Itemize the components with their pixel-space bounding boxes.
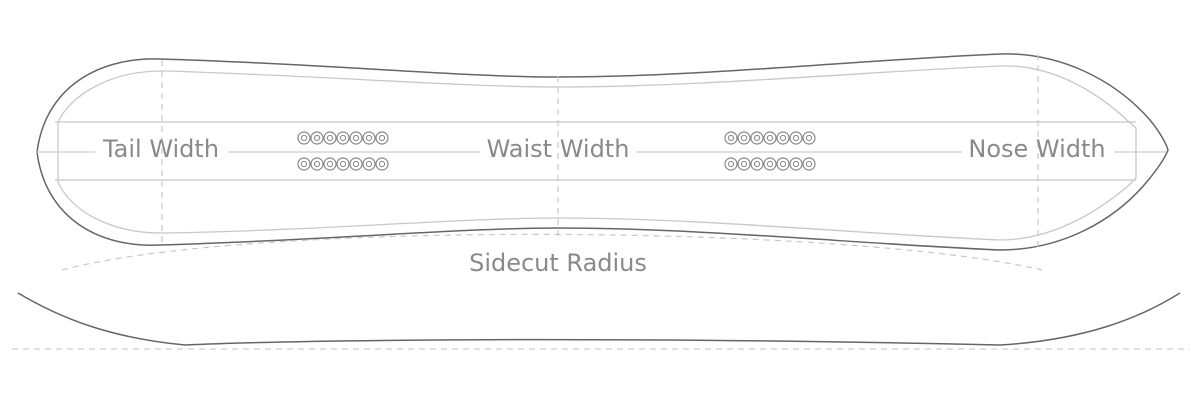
insert-hole-inner: [326, 160, 334, 168]
insert-hole: [737, 131, 751, 145]
insert-hole: [349, 157, 363, 171]
insert-hole-inner: [326, 134, 334, 142]
insert-hole-inner: [779, 134, 787, 142]
board-outline-top-view: [36, 53, 1169, 251]
insert-hole-inner: [792, 134, 800, 142]
insert-hole-inner: [378, 160, 386, 168]
insert-hole-inner: [300, 160, 308, 168]
insert-hole: [776, 157, 790, 171]
insert-hole: [763, 157, 777, 171]
insert-hole: [789, 157, 803, 171]
insert-hole-inner: [792, 160, 800, 168]
insert-hole: [297, 157, 311, 171]
insert-hole: [802, 157, 816, 171]
waist-width-label: Waist Width: [487, 135, 630, 163]
insert-hole-inner: [300, 134, 308, 142]
insert-hole: [776, 131, 790, 145]
insert-hole: [789, 131, 803, 145]
insert-hole: [750, 157, 764, 171]
insert-hole-inner: [727, 134, 735, 142]
insert-hole-inner: [753, 160, 761, 168]
binding-inserts: [297, 131, 816, 171]
insert-hole-inner: [365, 160, 373, 168]
insert-hole-inner: [378, 134, 386, 142]
insert-hole: [737, 157, 751, 171]
insert-hole: [336, 157, 350, 171]
insert-hole: [375, 157, 389, 171]
insert-hole-inner: [352, 160, 360, 168]
insert-hole: [724, 157, 738, 171]
insert-hole-inner: [352, 134, 360, 142]
insert-hole: [724, 131, 738, 145]
board-side-profile: [17, 292, 1181, 346]
nose-width-label: Nose Width: [968, 135, 1105, 163]
board-inner-edge: [57, 65, 1137, 241]
insert-hole-inner: [740, 160, 748, 168]
insert-hole-inner: [727, 160, 735, 168]
insert-hole: [297, 131, 311, 145]
insert-hole: [336, 131, 350, 145]
insert-hole-inner: [805, 134, 813, 142]
insert-hole: [763, 131, 777, 145]
insert-hole: [323, 131, 337, 145]
insert-hole-inner: [779, 160, 787, 168]
insert-hole: [323, 157, 337, 171]
insert-hole: [362, 157, 376, 171]
insert-hole-inner: [805, 160, 813, 168]
insert-hole-inner: [753, 134, 761, 142]
tail-width-label: Tail Width: [102, 135, 219, 163]
insert-hole: [310, 131, 324, 145]
sidecut-radius-label: Sidecut Radius: [469, 249, 647, 277]
insert-hole-inner: [766, 134, 774, 142]
insert-hole-inner: [740, 134, 748, 142]
insert-hole-inner: [365, 134, 373, 142]
insert-hole: [750, 131, 764, 145]
insert-hole: [310, 157, 324, 171]
insert-hole-inner: [339, 160, 347, 168]
insert-hole: [802, 131, 816, 145]
insert-hole-inner: [339, 134, 347, 142]
insert-hole-inner: [313, 134, 321, 142]
insert-hole: [349, 131, 363, 145]
insert-hole: [375, 131, 389, 145]
insert-hole: [362, 131, 376, 145]
insert-hole-inner: [766, 160, 774, 168]
insert-hole-inner: [313, 160, 321, 168]
